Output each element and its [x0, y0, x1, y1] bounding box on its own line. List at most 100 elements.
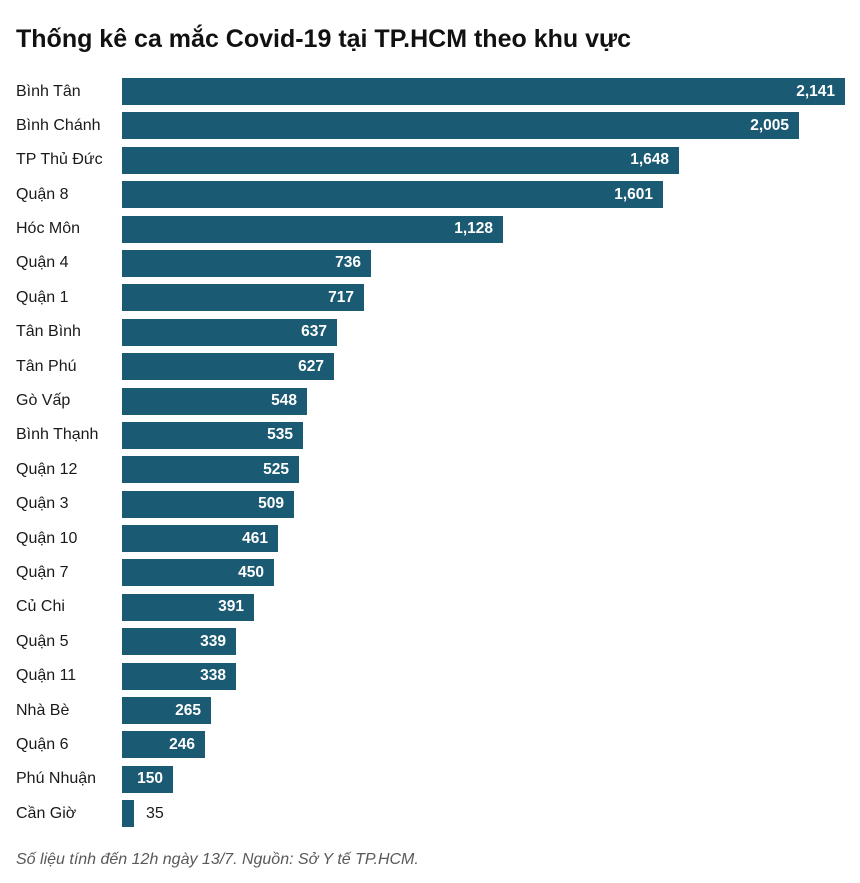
bar-value: 391	[218, 598, 244, 616]
bar: 525	[122, 456, 299, 484]
bar-row: Bình Thạnh 535	[0, 421, 860, 449]
bar: 509	[122, 490, 294, 518]
bar-value: 339	[200, 632, 226, 650]
bar-value: 525	[263, 460, 289, 478]
bar-track: 1,128	[122, 215, 860, 243]
bar-chart: Bình Tân 2,141 Bình Chánh 2,005 TP Thủ Đức 1,…	[0, 78, 860, 828]
bar-label: Quận 8	[16, 185, 69, 203]
bar: 450	[122, 559, 274, 587]
bar-value: 548	[271, 392, 297, 410]
bar-label: Bình Tân	[16, 82, 81, 100]
bar-value: 717	[328, 288, 354, 306]
bar-track: 1,601	[122, 181, 860, 209]
bar: 2,141	[122, 78, 845, 105]
bar-track: 339	[122, 628, 860, 656]
bar-track: 35	[122, 800, 860, 828]
bar-row: Gò Vấp 548	[0, 387, 860, 415]
bar-row: Quận 11 338	[0, 662, 860, 690]
bar-value: 2,141	[796, 82, 835, 100]
bar-track: 391	[122, 593, 860, 621]
bar-track: 246	[122, 731, 860, 759]
bar-row: Quận 12 525	[0, 456, 860, 484]
bar-track: 450	[122, 559, 860, 587]
bar-value: 2,005	[750, 116, 789, 134]
bar-value: 637	[301, 323, 327, 341]
bar-label: Quận 5	[16, 632, 69, 650]
bar: 736	[122, 249, 371, 277]
bar-track: 2,141	[122, 78, 860, 105]
bar-track: 627	[122, 353, 860, 381]
bar-label: Quận 10	[16, 529, 78, 547]
bar-row: Quận 7 450	[0, 559, 860, 587]
bar-row: Quận 4 736	[0, 249, 860, 277]
bar-value: 1,128	[454, 220, 493, 238]
bar-value: 1,601	[614, 185, 653, 203]
bar: 391	[122, 593, 254, 621]
bar-row: Quận 3 509	[0, 490, 860, 518]
bar-row: Quận 6 246	[0, 731, 860, 759]
bar-track: 461	[122, 525, 860, 553]
bar-label: Quận 1	[16, 288, 69, 306]
bar-track: 1,648	[122, 146, 860, 174]
bar-row: Bình Tân 2,141	[0, 78, 860, 105]
bar-row: Củ Chi 391	[0, 593, 860, 621]
bar-label: Phú Nhuận	[16, 770, 97, 788]
bar-track: 265	[122, 697, 860, 725]
bar-label: TP Thủ Đức	[16, 151, 103, 169]
bar-row: Hóc Môn 1,128	[0, 215, 860, 243]
bar-value: 461	[242, 529, 268, 547]
bar: 339	[122, 628, 236, 656]
bar-track: 548	[122, 387, 860, 415]
bar-label: Nhà Bè	[16, 701, 70, 719]
bar-label: Bình Chánh	[16, 116, 101, 134]
bar: 717	[122, 284, 364, 312]
bar-label: Gò Vấp	[16, 392, 71, 410]
bar-track: 2,005	[122, 112, 860, 140]
bar-value: 509	[258, 495, 284, 513]
bar-value: 736	[335, 254, 361, 272]
bar-track: 637	[122, 318, 860, 346]
source-note: Số liệu tính đến 12h ngày 13/7. Nguồn: S…	[16, 851, 419, 868]
chart-title: Thống kê ca mắc Covid-19 tại TP.HCM theo…	[16, 25, 632, 53]
bar-label: Tân Phú	[16, 357, 77, 375]
bar-label: Quận 7	[16, 563, 69, 581]
bar-label: Quận 4	[16, 254, 69, 272]
bar: 246	[122, 731, 205, 759]
bar-label: Củ Chi	[16, 598, 65, 616]
bar-row: TP Thủ Đức 1,648	[0, 146, 860, 174]
bar: 1,128	[122, 215, 503, 243]
bar-label: Quận 12	[16, 460, 78, 478]
bar: 1,648	[122, 146, 679, 174]
bar-value: 338	[200, 667, 226, 685]
bar-value: 150	[137, 770, 163, 788]
bar-label: Cần Giờ	[16, 804, 77, 822]
bar-row: Bình Chánh 2,005	[0, 112, 860, 140]
bar-track: 535	[122, 421, 860, 449]
bar-row: Quận 8 1,601	[0, 181, 860, 209]
bar-row: Quận 10 461	[0, 525, 860, 553]
bar-row: Cần Giờ 35	[0, 800, 860, 828]
bar-track: 717	[122, 284, 860, 312]
bar-value: 265	[175, 701, 201, 719]
bar: 338	[122, 662, 236, 690]
bar-row: Nhà Bè 265	[0, 697, 860, 725]
bar-track: 150	[122, 765, 860, 793]
bar: 2,005	[122, 112, 799, 140]
bar-value: 35	[146, 804, 164, 822]
bar-row: Quận 1 717	[0, 284, 860, 312]
bar: 461	[122, 525, 278, 553]
bar-track: 525	[122, 456, 860, 484]
bar-label: Hóc Môn	[16, 220, 81, 238]
bar: 1,601	[122, 181, 663, 209]
bar: 265	[122, 697, 211, 725]
bar-row: Tân Bình 637	[0, 318, 860, 346]
bar-row: Phú Nhuận 150	[0, 765, 860, 793]
bar-label: Tân Bình	[16, 323, 81, 341]
bar: 627	[122, 353, 334, 381]
bar-track: 736	[122, 249, 860, 277]
bar-value: 1,648	[630, 151, 669, 169]
bar-label: Quận 3	[16, 495, 69, 513]
bar-value: 627	[298, 357, 324, 375]
bar: 535	[122, 421, 303, 449]
